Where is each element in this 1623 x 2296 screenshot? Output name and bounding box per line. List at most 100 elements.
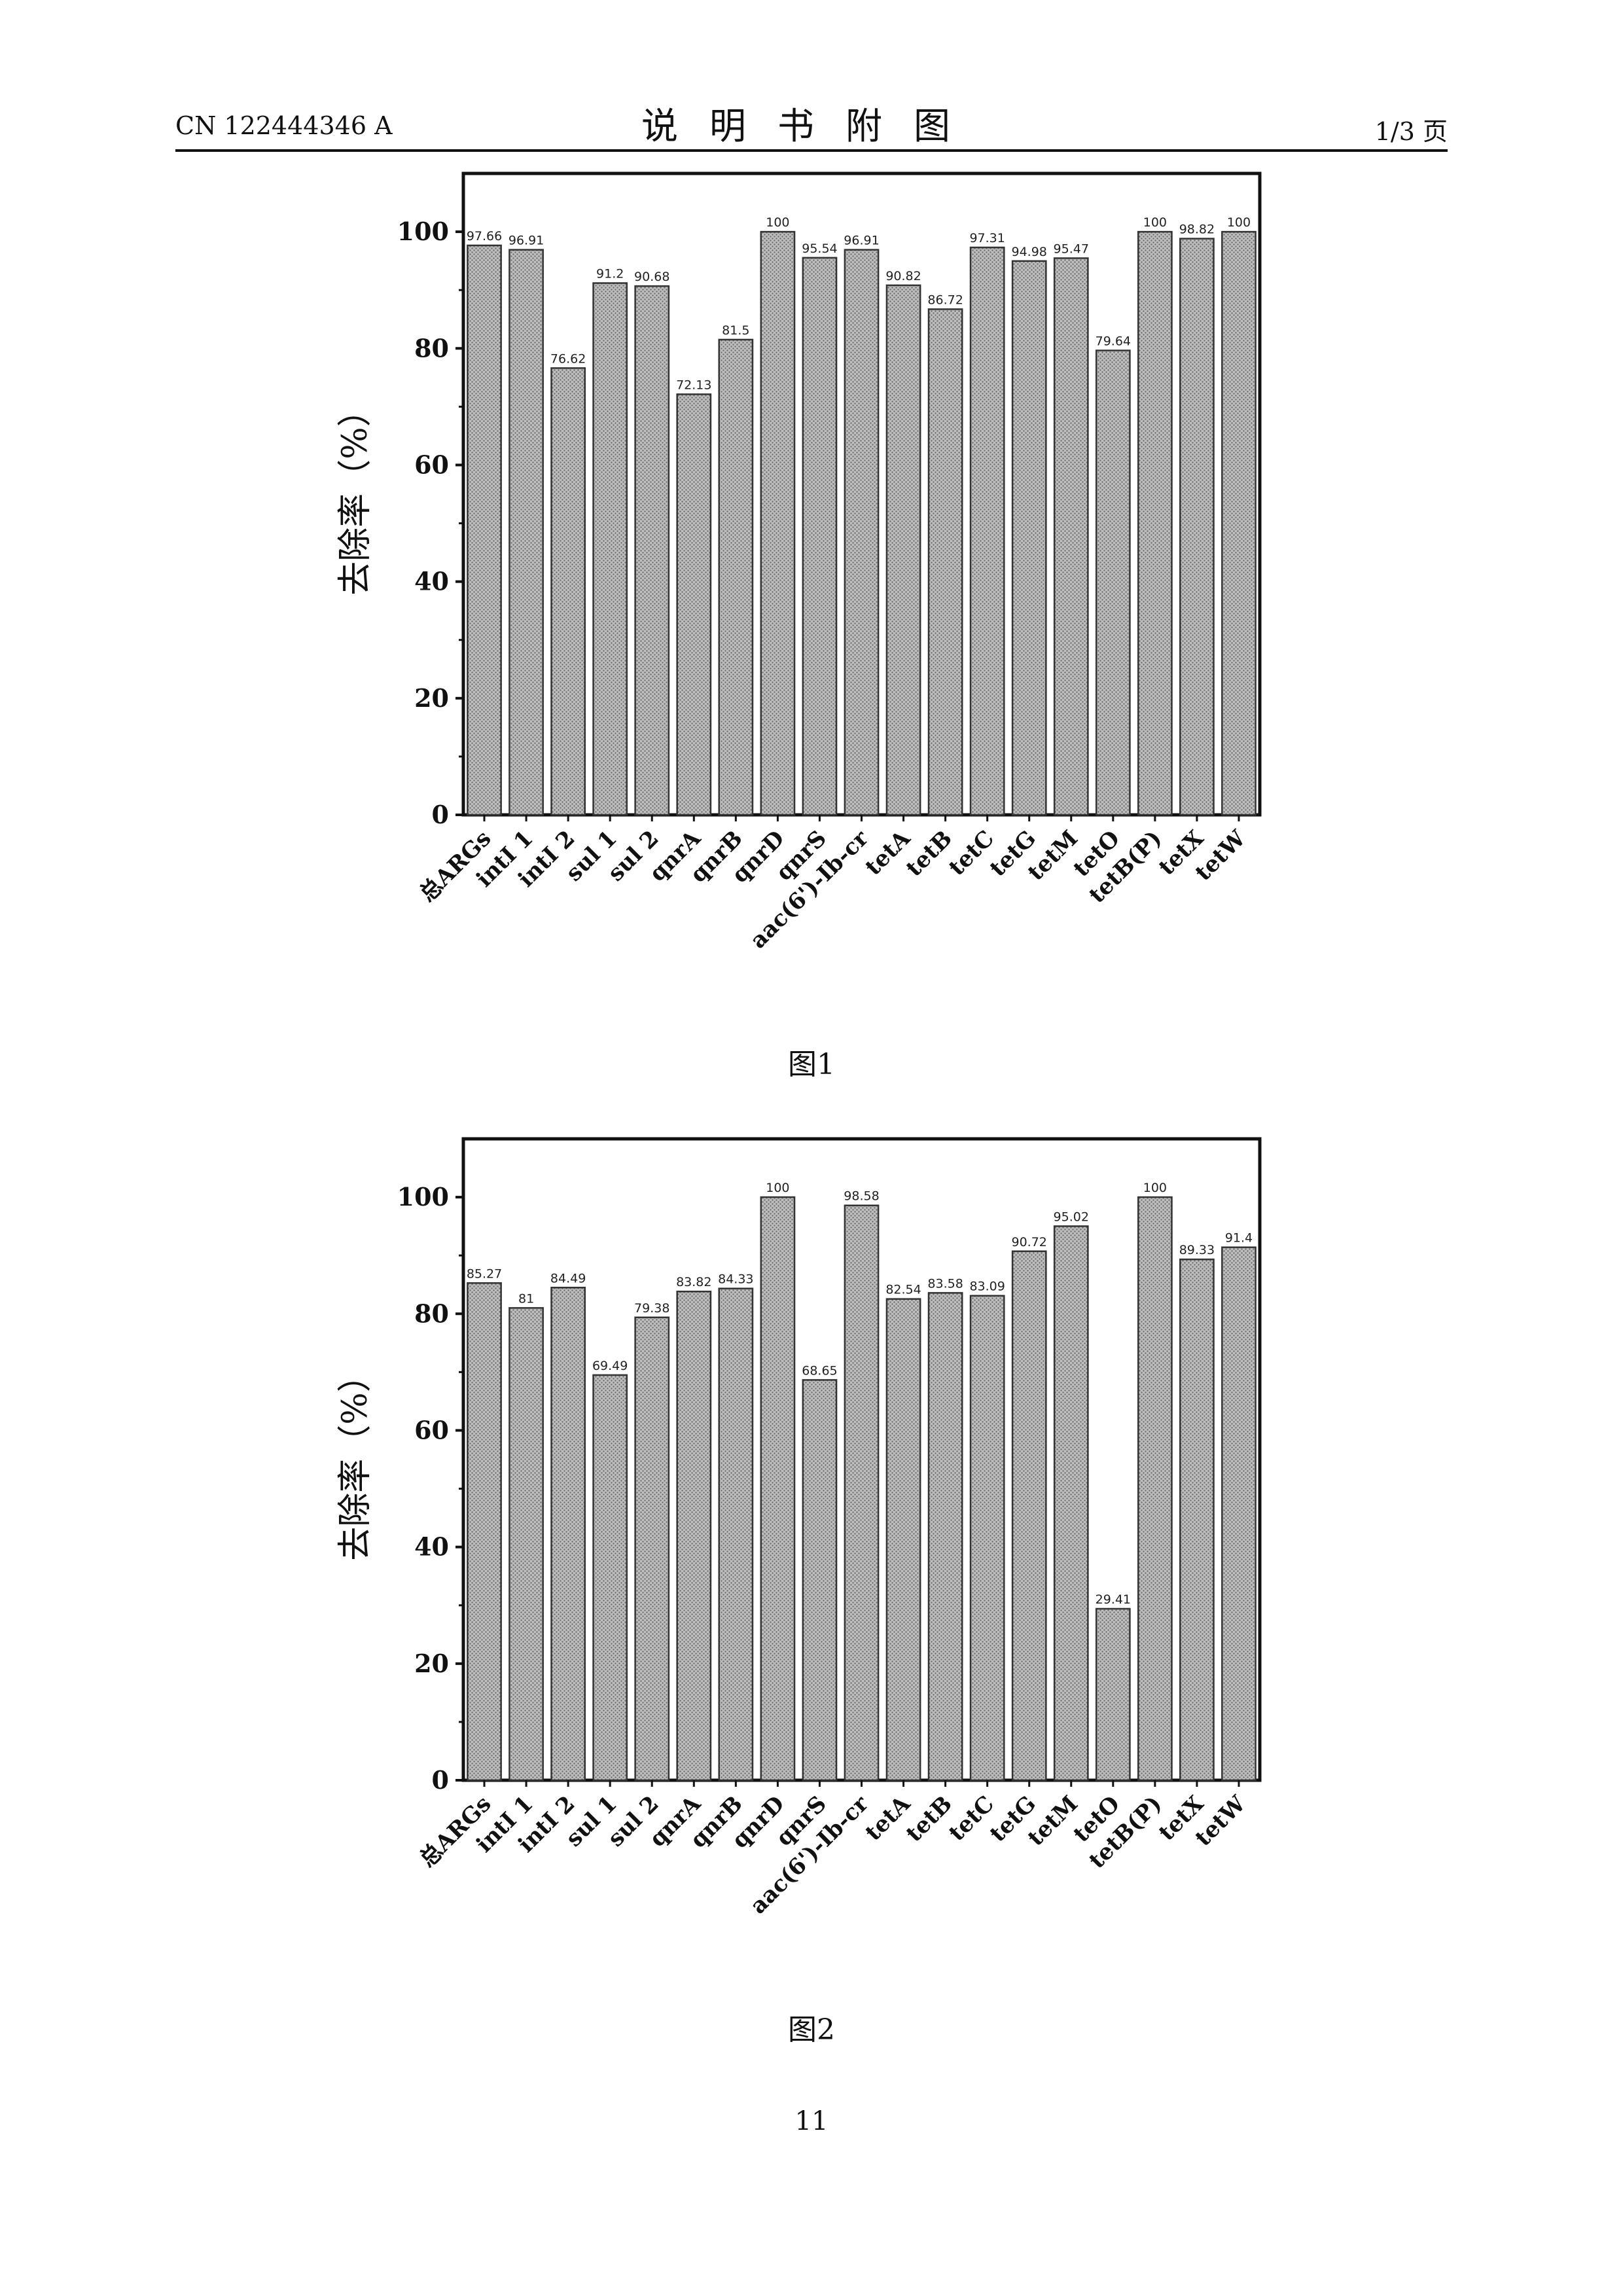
bar-value-label: 83.09 bbox=[969, 1280, 1005, 1294]
bar-value-label: 97.66 bbox=[467, 229, 502, 243]
header-rule bbox=[175, 149, 1448, 152]
bar-value-label: 86.72 bbox=[927, 293, 963, 307]
bar-value-label: 100 bbox=[766, 1181, 789, 1195]
bar bbox=[1222, 1247, 1255, 1780]
bar-value-label: 100 bbox=[1143, 1181, 1167, 1195]
bar-value-label: 95.54 bbox=[802, 242, 837, 256]
bar-value-label: 79.64 bbox=[1096, 334, 1131, 348]
bar-value-label: 100 bbox=[766, 215, 789, 230]
bar bbox=[467, 245, 501, 815]
removal-rate-chart-1: 020406080100去除率（%）97.66总ARGs96.91intI 17… bbox=[0, 157, 1623, 1060]
bar-value-label: 79.38 bbox=[634, 1301, 669, 1316]
y-tick-label: 40 bbox=[414, 1532, 449, 1562]
bar-value-label: 91.4 bbox=[1225, 1231, 1253, 1246]
bar-value-label: 94.98 bbox=[1012, 245, 1047, 259]
bar bbox=[677, 1291, 711, 1780]
bar bbox=[1138, 232, 1171, 815]
x-tick-label: tetB bbox=[901, 825, 957, 882]
y-tick-label: 0 bbox=[432, 1765, 449, 1795]
bar bbox=[1138, 1197, 1171, 1780]
y-tick-label: 100 bbox=[397, 1182, 449, 1211]
bar bbox=[1180, 1259, 1213, 1780]
bar bbox=[552, 1287, 585, 1780]
figure-caption-2: 图2 bbox=[0, 2006, 1623, 2048]
bar bbox=[761, 1197, 794, 1780]
bar-value-label: 76.62 bbox=[550, 351, 586, 366]
bar-value-label: 100 bbox=[1143, 215, 1167, 230]
bar bbox=[1096, 1609, 1130, 1780]
bar-value-label: 100 bbox=[1227, 215, 1251, 230]
bar bbox=[1054, 258, 1088, 815]
bar-value-label: 91.2 bbox=[596, 266, 624, 281]
bar bbox=[971, 247, 1004, 815]
bar bbox=[635, 286, 669, 815]
bar-value-label: 90.68 bbox=[634, 270, 669, 284]
bar-value-label: 83.58 bbox=[927, 1276, 963, 1291]
x-tick-label: tetA bbox=[860, 1791, 916, 1846]
bar bbox=[761, 232, 794, 815]
bar bbox=[594, 1375, 627, 1780]
bar-value-label: 81 bbox=[518, 1291, 534, 1306]
x-tick-label: tetC bbox=[944, 1791, 999, 1846]
bar-value-label: 69.49 bbox=[592, 1359, 628, 1373]
y-tick-label: 20 bbox=[414, 1649, 449, 1678]
bar bbox=[509, 250, 543, 815]
bar bbox=[1222, 232, 1255, 815]
bar bbox=[845, 250, 878, 815]
bar-value-label: 81.5 bbox=[722, 323, 749, 338]
bar bbox=[929, 309, 962, 815]
bar-value-label: 95.47 bbox=[1054, 242, 1089, 256]
y-tick-label: 60 bbox=[414, 450, 449, 479]
x-tick-label: tetW bbox=[1190, 825, 1251, 886]
x-tick-label: tetC bbox=[944, 825, 999, 881]
x-tick-label: tetA bbox=[860, 825, 916, 881]
bar-value-label: 95.02 bbox=[1054, 1210, 1089, 1224]
bar-value-label: 97.31 bbox=[969, 231, 1005, 245]
bar bbox=[1054, 1226, 1088, 1780]
x-tick-label: tetB bbox=[901, 1791, 957, 1847]
y-tick-label: 60 bbox=[414, 1415, 449, 1444]
bar bbox=[677, 394, 711, 815]
bar bbox=[467, 1283, 501, 1780]
bar bbox=[803, 1380, 836, 1780]
bar bbox=[1180, 239, 1213, 815]
bar-value-label: 90.72 bbox=[1012, 1235, 1047, 1249]
bar bbox=[929, 1293, 962, 1780]
y-axis-label: 去除率（%） bbox=[336, 1358, 375, 1560]
bar-value-label: 84.49 bbox=[550, 1271, 586, 1285]
y-tick-label: 0 bbox=[432, 800, 449, 829]
bar bbox=[719, 340, 753, 815]
bar bbox=[1012, 261, 1046, 815]
bar bbox=[635, 1318, 669, 1780]
bar-value-label: 68.65 bbox=[802, 1363, 837, 1378]
bar-value-label: 82.54 bbox=[885, 1283, 921, 1297]
bar bbox=[1012, 1251, 1046, 1780]
bar-value-label: 72.13 bbox=[676, 378, 711, 392]
bar bbox=[719, 1289, 753, 1780]
bar-value-label: 98.58 bbox=[844, 1189, 879, 1204]
bar-value-label: 90.82 bbox=[885, 269, 921, 283]
bar bbox=[845, 1206, 878, 1780]
figure-caption-1: 图1 bbox=[0, 1041, 1623, 1083]
bar bbox=[1096, 350, 1130, 815]
bar-value-label: 83.82 bbox=[676, 1275, 711, 1289]
bar-value-label: 29.41 bbox=[1096, 1592, 1131, 1607]
bar-value-label: 96.91 bbox=[508, 234, 544, 248]
bar bbox=[887, 1299, 920, 1780]
x-tick-label: tetW bbox=[1190, 1791, 1251, 1852]
bar-value-label: 84.33 bbox=[718, 1272, 753, 1287]
y-tick-label: 80 bbox=[414, 333, 449, 363]
y-tick-label: 100 bbox=[397, 217, 449, 246]
y-tick-label: 80 bbox=[414, 1299, 449, 1328]
bar-value-label: 85.27 bbox=[467, 1266, 502, 1281]
page-counter: 1/3 页 bbox=[1375, 111, 1448, 147]
y-tick-label: 20 bbox=[414, 683, 449, 713]
bar bbox=[887, 285, 920, 815]
bar bbox=[552, 368, 585, 815]
bar bbox=[594, 283, 627, 815]
page-number: 11 bbox=[0, 2106, 1623, 2136]
bar bbox=[509, 1308, 543, 1780]
bar-value-label: 89.33 bbox=[1179, 1243, 1215, 1257]
y-tick-label: 40 bbox=[414, 567, 449, 596]
removal-rate-chart-2: 020406080100去除率（%）85.27总ARGs81intI 184.4… bbox=[0, 1122, 1623, 2026]
